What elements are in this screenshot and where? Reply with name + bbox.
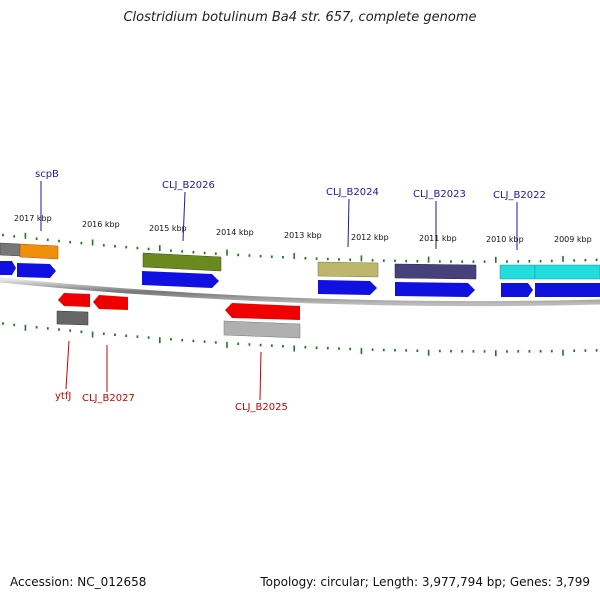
gene-labels-bottom: ytfJ CLJ_B2027 CLJ_B2025 — [55, 391, 288, 413]
ruler-label: 2009 kbp — [554, 235, 592, 244]
cds-forward-arrow[interactable] — [318, 280, 377, 295]
cds-reverse-arrow[interactable] — [58, 293, 90, 307]
leader-line — [347, 198, 350, 248]
ruler-label: 2013 kbp — [284, 231, 322, 240]
cds-forward-arrow[interactable] — [501, 283, 533, 297]
feature-row-top — [0, 242, 600, 280]
gene-label-CLJ_B2026[interactable]: CLJ_B2026 — [162, 180, 215, 191]
ruler-label: 2010 kbp — [486, 235, 524, 244]
ruler-label: 2017 kbp — [14, 214, 52, 223]
gene-CLJ_B2025[interactable] — [223, 320, 301, 339]
gene-label-scpB[interactable]: scpB — [35, 169, 59, 180]
genome-summary-text: Topology: circular; Length: 3,977,794 bp… — [260, 575, 590, 589]
gene-label-CLJ_B2027[interactable]: CLJ_B2027 — [82, 393, 135, 404]
leader-line — [182, 191, 186, 242]
cds-forward-arrow[interactable] — [395, 282, 475, 297]
gene-CLJ_B2024[interactable] — [317, 261, 379, 278]
leader-line — [65, 340, 70, 390]
cds-forward-arrow[interactable] — [17, 263, 56, 278]
gene-grey-left[interactable] — [0, 242, 21, 257]
cds-forward-arrow[interactable] — [535, 283, 600, 297]
ruler-ticks-top — [2, 232, 598, 263]
gene-scpB[interactable] — [19, 243, 59, 260]
ruler-label: 2016 kbp — [82, 220, 120, 229]
gene-CLJ_B2022-b[interactable] — [534, 264, 600, 280]
cds-forward-arrow[interactable] — [0, 261, 16, 275]
gene-label-CLJ_B2025[interactable]: CLJ_B2025 — [235, 402, 288, 413]
gene-labels-top: scpB CLJ_B2026 CLJ_B2024 CLJ_B2023 CLJ_B… — [35, 169, 546, 201]
ruler-ticks-bottom — [2, 322, 598, 357]
gene-CLJ_B2026[interactable] — [142, 252, 222, 272]
gene-CLJ_B2022-a[interactable] — [499, 264, 536, 280]
ruler-labels: 2017 kbp 2016 kbp 2015 kbp 2014 kbp 2013… — [14, 214, 592, 244]
gene-label-CLJ_B2024[interactable]: CLJ_B2024 — [326, 187, 379, 198]
accession-text: Accession: NC_012658 — [10, 575, 147, 589]
ruler-label: 2012 kbp — [351, 233, 389, 242]
ruler-label: 2014 kbp — [216, 228, 254, 237]
feature-row-bottom — [56, 310, 301, 339]
gene-ytfJ[interactable] — [56, 310, 89, 326]
ruler-label: 2011 kbp — [419, 234, 457, 243]
genome-backbone — [0, 277, 600, 307]
gene-label-CLJ_B2023[interactable]: CLJ_B2023 — [413, 189, 466, 200]
gene-label-ytfJ[interactable]: ytfJ — [55, 391, 71, 402]
cds-forward-arrow[interactable] — [142, 271, 219, 288]
cds-reverse-row — [58, 293, 300, 320]
gene-label-CLJ_B2022[interactable]: CLJ_B2022 — [493, 190, 546, 201]
leader-lines-bottom — [65, 340, 262, 401]
gene-CLJ_B2023[interactable] — [394, 263, 477, 280]
leader-line — [259, 351, 262, 401]
leader-lines-top — [40, 181, 518, 250]
cds-reverse-arrow[interactable] — [93, 295, 128, 310]
cds-forward-row — [0, 261, 600, 297]
genome-title: Clostridium botulinum Ba4 str. 657, comp… — [123, 10, 477, 25]
ruler-label: 2015 kbp — [149, 224, 187, 233]
cds-reverse-arrow[interactable] — [225, 303, 300, 320]
